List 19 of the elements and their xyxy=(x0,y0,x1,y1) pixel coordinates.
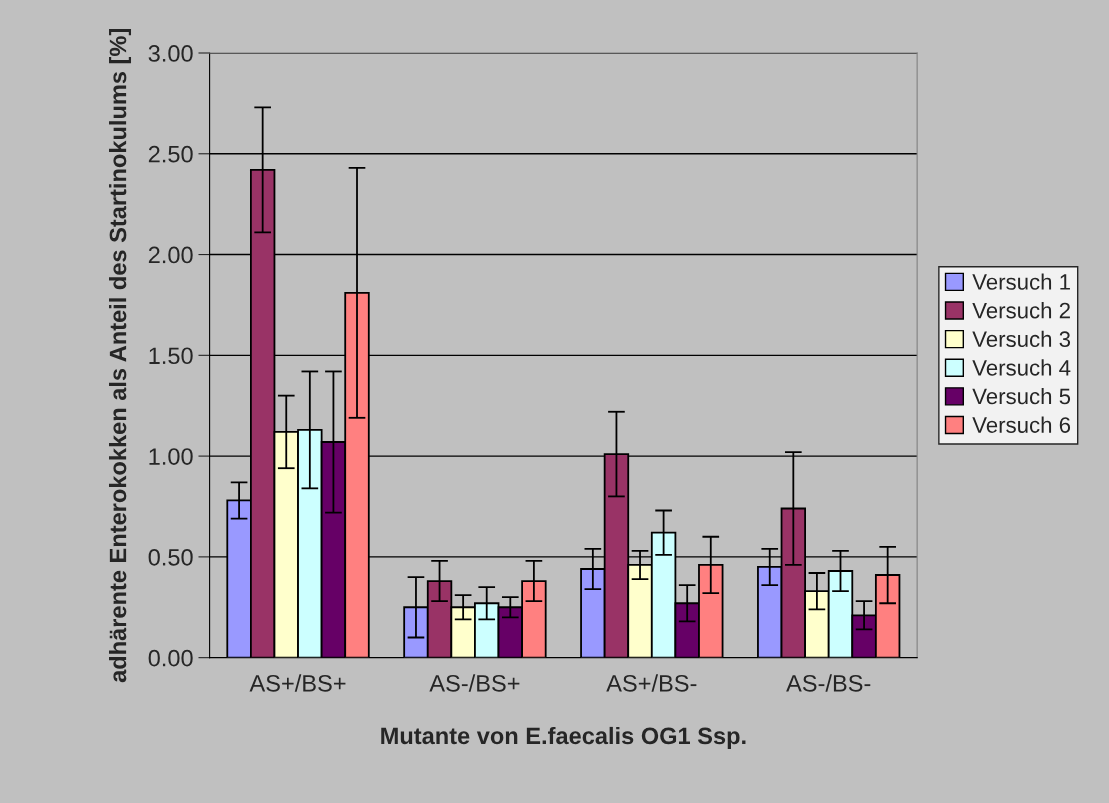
y-tick-label: 1.50 xyxy=(149,347,193,365)
x-axis-title: Mutante von E.faecalis OG1 Ssp. xyxy=(381,726,746,749)
legend-label: Versuch 3 xyxy=(972,330,1071,348)
y-tick-label: 1.00 xyxy=(149,448,193,465)
y-tick-label: 2.00 xyxy=(148,246,193,264)
y-tick-label: 0.00 xyxy=(148,649,193,667)
y-tick-label: 3.00 xyxy=(148,45,193,62)
legend-label: Versuch 4 xyxy=(972,359,1071,376)
x-tick-label: AS-/BS+ xyxy=(429,674,520,692)
legend-label: Versuch 5 xyxy=(972,387,1071,405)
y-tick-label: 2.50 xyxy=(148,145,193,163)
legend-label: Versuch 1 xyxy=(972,273,1070,290)
y-tick-label: 0.50 xyxy=(148,548,193,566)
x-tick-label: AS+/BS+ xyxy=(249,674,346,692)
legend-label: Versuch 6 xyxy=(972,416,1071,433)
x-tick-label: AS+/BS- xyxy=(606,674,697,692)
y-axis-title: adhärente Enterokokken als Anteil des Startinokulums [%] xyxy=(109,29,132,683)
x-tick-label: AS-/BS- xyxy=(786,674,871,692)
legend-label: Versuch 2 xyxy=(972,302,1070,319)
